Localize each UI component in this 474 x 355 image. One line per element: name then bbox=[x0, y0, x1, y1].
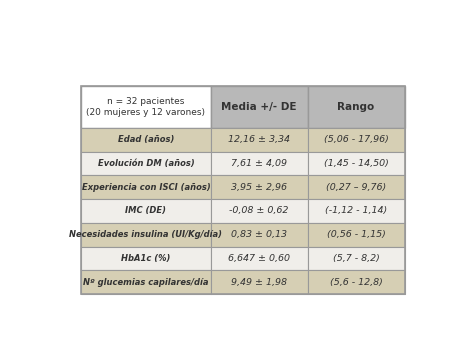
Text: IMC (DE): IMC (DE) bbox=[126, 207, 166, 215]
Bar bbox=[82, 86, 404, 294]
Bar bbox=[308, 175, 405, 199]
Bar bbox=[82, 247, 210, 271]
Bar bbox=[210, 152, 308, 175]
Text: Necesidades insulina (UI/Kg/día): Necesidades insulina (UI/Kg/día) bbox=[70, 230, 222, 239]
Text: (-1,12 - 1,14): (-1,12 - 1,14) bbox=[325, 207, 387, 215]
Bar bbox=[210, 271, 308, 294]
Bar bbox=[82, 199, 210, 223]
Text: (5,6 - 12,8): (5,6 - 12,8) bbox=[329, 278, 383, 287]
Text: HbA1c (%): HbA1c (%) bbox=[121, 254, 171, 263]
Bar bbox=[82, 175, 210, 199]
Text: Media +/- DE: Media +/- DE bbox=[221, 102, 297, 112]
Text: Experiencia con ISCI (años): Experiencia con ISCI (años) bbox=[82, 183, 210, 192]
Text: Evolución DM (años): Evolución DM (años) bbox=[98, 159, 194, 168]
Bar bbox=[210, 86, 308, 128]
Bar bbox=[82, 128, 210, 152]
Text: -0,08 ± 0,62: -0,08 ± 0,62 bbox=[229, 207, 289, 215]
Bar bbox=[308, 223, 405, 247]
Text: 9,49 ± 1,98: 9,49 ± 1,98 bbox=[231, 278, 287, 287]
Bar bbox=[308, 152, 405, 175]
Text: 6,647 ± 0,60: 6,647 ± 0,60 bbox=[228, 254, 290, 263]
Text: (0,56 - 1,15): (0,56 - 1,15) bbox=[327, 230, 385, 239]
Bar bbox=[82, 86, 210, 128]
Bar bbox=[82, 223, 210, 247]
Bar bbox=[308, 247, 405, 271]
Bar bbox=[210, 175, 308, 199]
Bar bbox=[210, 199, 308, 223]
Text: 0,83 ± 0,13: 0,83 ± 0,13 bbox=[231, 230, 287, 239]
Text: (5,7 - 8,2): (5,7 - 8,2) bbox=[333, 254, 380, 263]
Bar bbox=[308, 86, 405, 128]
Bar bbox=[308, 128, 405, 152]
Bar bbox=[82, 152, 210, 175]
Text: 3,95 ± 2,96: 3,95 ± 2,96 bbox=[231, 183, 287, 192]
Bar bbox=[82, 271, 210, 294]
Text: 7,61 ± 4,09: 7,61 ± 4,09 bbox=[231, 159, 287, 168]
Text: n = 32 pacientes
(20 mujeres y 12 varones): n = 32 pacientes (20 mujeres y 12 varone… bbox=[86, 97, 205, 117]
Bar bbox=[308, 199, 405, 223]
Bar bbox=[210, 223, 308, 247]
Text: (1,45 - 14,50): (1,45 - 14,50) bbox=[324, 159, 389, 168]
Bar bbox=[210, 247, 308, 271]
Text: Nº glucemias capilares/día: Nº glucemias capilares/día bbox=[83, 278, 209, 287]
Text: Rango: Rango bbox=[337, 102, 374, 112]
Text: 12,16 ± 3,34: 12,16 ± 3,34 bbox=[228, 135, 290, 144]
Bar bbox=[210, 128, 308, 152]
Text: (0,27 – 9,76): (0,27 – 9,76) bbox=[326, 183, 386, 192]
Text: Edad (años): Edad (años) bbox=[118, 135, 174, 144]
Bar bbox=[308, 271, 405, 294]
Text: (5,06 - 17,96): (5,06 - 17,96) bbox=[324, 135, 389, 144]
